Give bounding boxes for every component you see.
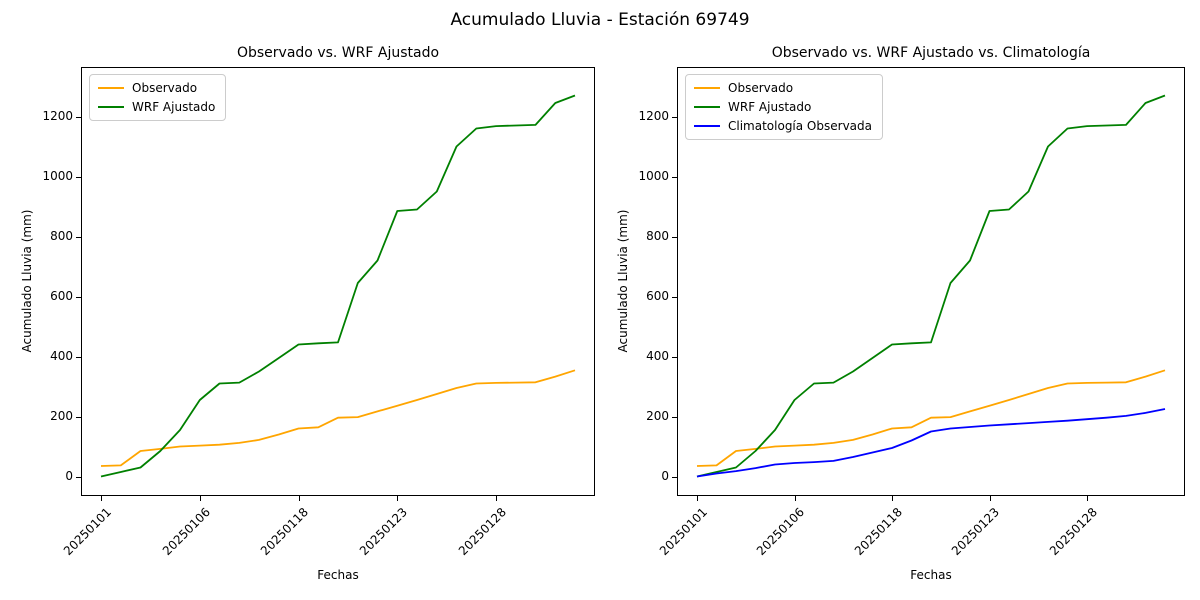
- y-tick-label: 600: [646, 288, 669, 303]
- y-axis-label: Acumulado Lluvia (mm): [616, 209, 630, 352]
- x-tick-mark: [697, 496, 698, 501]
- x-tick-mark: [496, 496, 497, 501]
- y-tick-mark: [76, 416, 81, 418]
- x-tick-label: 20250101: [656, 505, 710, 559]
- x-tick-mark: [298, 496, 300, 501]
- y-tick-mark: [672, 476, 677, 478]
- y-tick-label: 1200: [638, 108, 669, 123]
- y-tick-mark: [76, 296, 81, 298]
- legend-item-wrf-ajustado: WRF Ajustado: [98, 100, 215, 114]
- legend-label: WRF Ajustado: [728, 100, 812, 114]
- x-tick-label: 20250123: [357, 505, 411, 559]
- x-tick-label: 20250101: [60, 505, 114, 559]
- y-tick-mark: [672, 116, 677, 118]
- y-tick-label: 0: [65, 468, 73, 483]
- y-tick-label: 1000: [42, 168, 73, 183]
- x-tick-mark: [892, 496, 893, 501]
- y-tick-label: 800: [646, 228, 669, 243]
- y-tick-mark: [76, 116, 81, 118]
- legend-line-swatch-wrf-ajustado: [98, 106, 124, 108]
- y-tick-mark: [76, 236, 81, 238]
- line-climatologi-a-observada: [696, 408, 1166, 478]
- x-tick-label: 20250128: [1046, 505, 1100, 559]
- plot-canvas: [100, 94, 576, 478]
- x-tick-label: 20250106: [754, 505, 808, 559]
- y-tick-mark: [672, 356, 677, 358]
- legend-label: WRF Ajustado: [132, 100, 216, 114]
- legend-item-wrf-ajustado: WRF Ajustado: [694, 100, 872, 114]
- line-observado: [100, 369, 576, 467]
- plot-canvas: [696, 94, 1166, 478]
- line-wrf-ajustado: [100, 94, 576, 478]
- legend-line-swatch-observado: [98, 87, 124, 89]
- legend-line-swatch-wrf-ajustado: [694, 106, 720, 108]
- y-tick-label: 1200: [42, 108, 73, 123]
- y-tick-mark: [672, 416, 677, 418]
- y-tick-label: 400: [50, 348, 73, 363]
- legend-line-swatch-observado: [694, 87, 720, 89]
- x-tick-mark: [794, 496, 796, 501]
- x-tick-label: 20250123: [949, 505, 1003, 559]
- y-tick-mark: [672, 176, 677, 178]
- x-axis-label: Fechas: [910, 568, 952, 582]
- x-tick-label: 20250128: [455, 505, 509, 559]
- x-tick-label: 20250118: [851, 505, 905, 559]
- subplot-title: Observado vs. WRF Ajustado: [236, 45, 440, 61]
- x-tick-label: 20250106: [159, 505, 213, 559]
- figure-title: Acumulado Lluvia - Estación 69749: [450, 10, 750, 30]
- y-tick-mark: [76, 476, 81, 478]
- legend-item-observado: Observado: [98, 81, 215, 95]
- y-tick-mark: [672, 296, 677, 298]
- y-tick-label: 600: [50, 288, 73, 303]
- y-tick-label: 800: [50, 228, 73, 243]
- y-tick-label: 0: [661, 468, 669, 483]
- x-axis-label: Fechas: [317, 568, 359, 582]
- y-tick-mark: [76, 356, 81, 358]
- legend: Observado WRF Ajustado: [89, 74, 227, 121]
- x-tick-mark: [989, 496, 991, 501]
- y-tick-label: 1000: [638, 168, 669, 183]
- y-tick-label: 400: [646, 348, 669, 363]
- legend-item-observado: Observado: [694, 81, 872, 95]
- line-wrf-ajustado: [696, 94, 1166, 478]
- x-tick-mark: [1087, 496, 1088, 501]
- x-tick-mark: [199, 496, 201, 501]
- axes-box: [81, 67, 595, 496]
- legend: Observado WRF Ajustado Climatología Observ…: [685, 74, 883, 140]
- legend-item-climatologi-a-observada: Climatología Observada: [694, 119, 872, 133]
- x-tick-mark: [101, 496, 102, 501]
- subplot-title: Observado vs. WRF Ajustado vs. Climatolo…: [771, 45, 1091, 61]
- x-tick-mark: [397, 496, 399, 501]
- legend-line-swatch-climatologi-a-observada: [694, 125, 720, 127]
- legend-label: Observado: [132, 81, 198, 95]
- legend-label: Observado: [728, 81, 794, 95]
- legend-label: Climatología Observada: [728, 119, 872, 133]
- line-observado: [696, 369, 1166, 467]
- x-tick-label: 20250118: [258, 505, 312, 559]
- y-tick-label: 200: [646, 408, 669, 423]
- axes-box: [677, 67, 1185, 496]
- y-tick-mark: [672, 236, 677, 238]
- y-tick-label: 200: [50, 408, 73, 423]
- y-axis-label: Acumulado Lluvia (mm): [20, 209, 34, 352]
- y-tick-mark: [76, 176, 81, 178]
